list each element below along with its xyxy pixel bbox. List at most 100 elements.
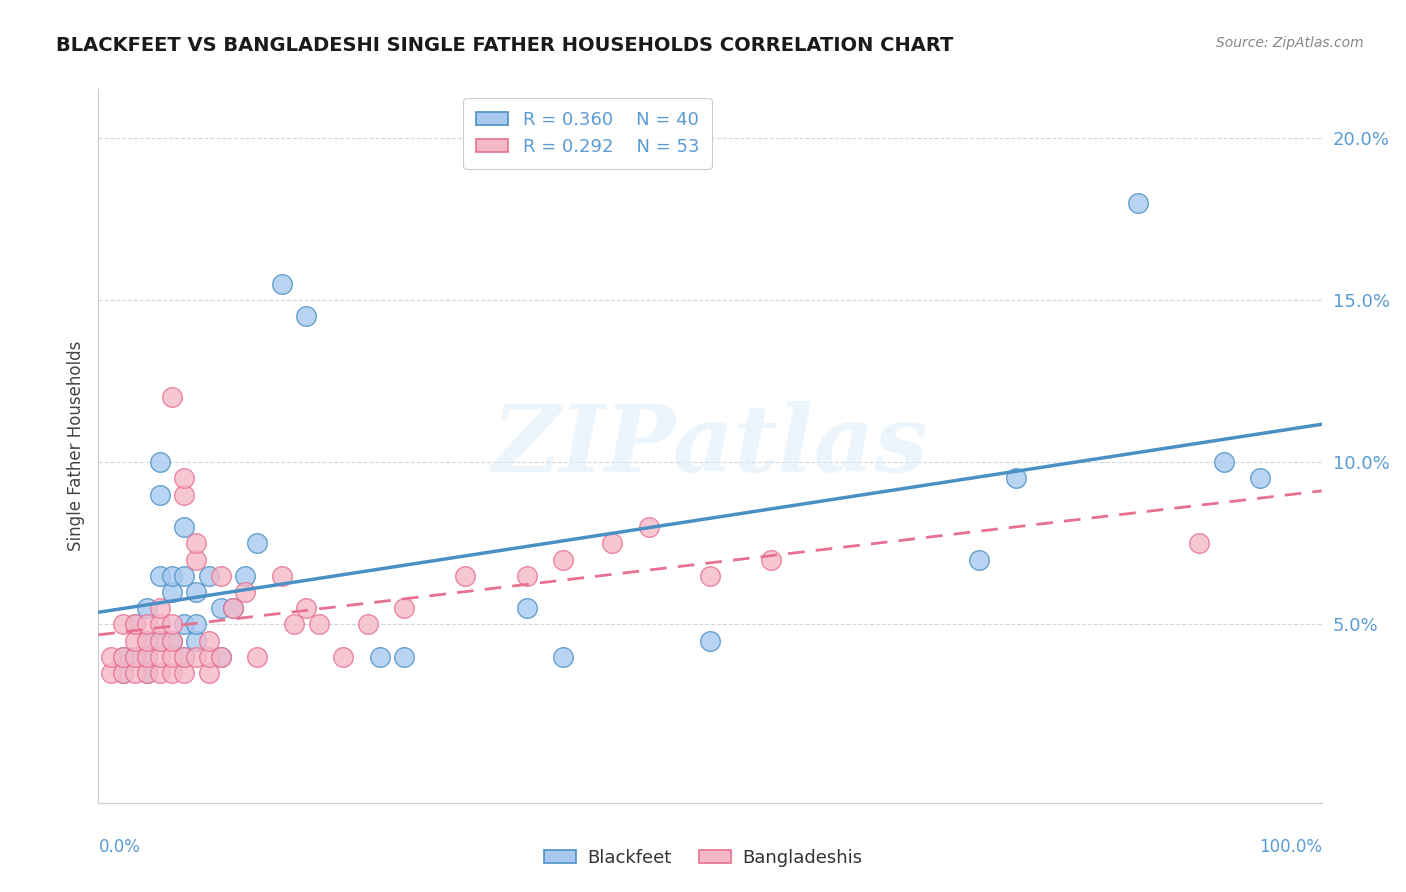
Point (699, 633, 721, 648)
Point (160, 649, 183, 664)
Point (136, 649, 159, 664)
Point (111, 666, 134, 681)
Point (246, 649, 269, 664)
Point (233, 568, 256, 582)
Point (222, 601, 245, 615)
Point (197, 568, 219, 582)
Point (600, 536, 623, 550)
Point (149, 617, 172, 632)
Point (136, 633, 159, 648)
Point (553, 552, 575, 566)
Point (209, 601, 232, 615)
Point (209, 649, 232, 664)
Point (173, 649, 195, 664)
Text: ZIPatlas: ZIPatlas (492, 401, 928, 491)
Point (637, 520, 661, 534)
Point (160, 568, 183, 582)
Point (173, 488, 195, 502)
Point (136, 666, 159, 681)
Point (308, 617, 330, 632)
Text: 0.0%: 0.0% (98, 838, 141, 856)
Point (149, 568, 172, 582)
Text: 100.0%: 100.0% (1258, 838, 1322, 856)
Point (515, 568, 537, 582)
Point (160, 585, 183, 599)
Point (149, 649, 172, 664)
Point (160, 633, 183, 648)
Point (270, 568, 294, 582)
Point (149, 633, 172, 648)
Point (392, 649, 416, 664)
Point (173, 471, 195, 485)
Point (454, 568, 477, 582)
Point (136, 617, 159, 632)
Point (222, 601, 245, 615)
Point (173, 666, 195, 681)
Point (149, 633, 172, 648)
Point (124, 617, 146, 632)
Point (186, 633, 208, 648)
Point (100, 649, 122, 664)
Point (173, 520, 195, 534)
Point (124, 649, 146, 664)
Point (111, 666, 134, 681)
Point (160, 633, 183, 648)
Point (295, 601, 318, 615)
Point (111, 617, 134, 632)
Point (136, 633, 159, 648)
Point (1249, 471, 1271, 485)
Point (173, 617, 195, 632)
Text: BLACKFEET VS BANGLADESHI SINGLE FATHER HOUSEHOLDS CORRELATION CHART: BLACKFEET VS BANGLADESHI SINGLE FATHER H… (56, 36, 953, 54)
Point (149, 455, 172, 469)
Point (246, 536, 269, 550)
Point (186, 649, 208, 664)
Legend: Blackfeet, Bangladeshis: Blackfeet, Bangladeshis (537, 842, 869, 874)
Point (515, 601, 537, 615)
Point (553, 649, 575, 664)
Point (1188, 536, 1211, 550)
Point (186, 585, 208, 599)
Point (295, 310, 318, 324)
Point (209, 568, 232, 582)
Point (111, 649, 134, 664)
Point (761, 552, 783, 566)
Y-axis label: Single Father Households: Single Father Households (66, 341, 84, 551)
Point (124, 617, 146, 632)
Point (136, 601, 159, 615)
Text: Source: ZipAtlas.com: Source: ZipAtlas.com (1216, 36, 1364, 50)
Point (270, 277, 294, 291)
Point (160, 666, 183, 681)
Point (967, 552, 990, 566)
Point (160, 617, 183, 632)
Point (1004, 471, 1026, 485)
Point (197, 666, 219, 681)
Point (173, 568, 195, 582)
Point (136, 649, 159, 664)
Point (149, 666, 172, 681)
Point (197, 649, 219, 664)
Point (332, 649, 354, 664)
Point (699, 568, 721, 582)
Point (356, 617, 378, 632)
Point (209, 649, 232, 664)
Point (100, 666, 122, 681)
Point (283, 617, 305, 632)
Legend: R = 0.360    N = 40, R = 0.292    N = 53: R = 0.360 N = 40, R = 0.292 N = 53 (464, 98, 711, 169)
Point (233, 585, 256, 599)
Point (197, 633, 219, 648)
Point (186, 552, 208, 566)
Point (392, 601, 416, 615)
Point (186, 536, 208, 550)
Point (149, 601, 172, 615)
Point (124, 649, 146, 664)
Point (1128, 195, 1150, 210)
Point (160, 390, 183, 404)
Point (1212, 455, 1234, 469)
Point (173, 649, 195, 664)
Point (124, 666, 146, 681)
Point (368, 649, 391, 664)
Point (111, 649, 134, 664)
Point (136, 666, 159, 681)
Point (186, 617, 208, 632)
Point (149, 488, 172, 502)
